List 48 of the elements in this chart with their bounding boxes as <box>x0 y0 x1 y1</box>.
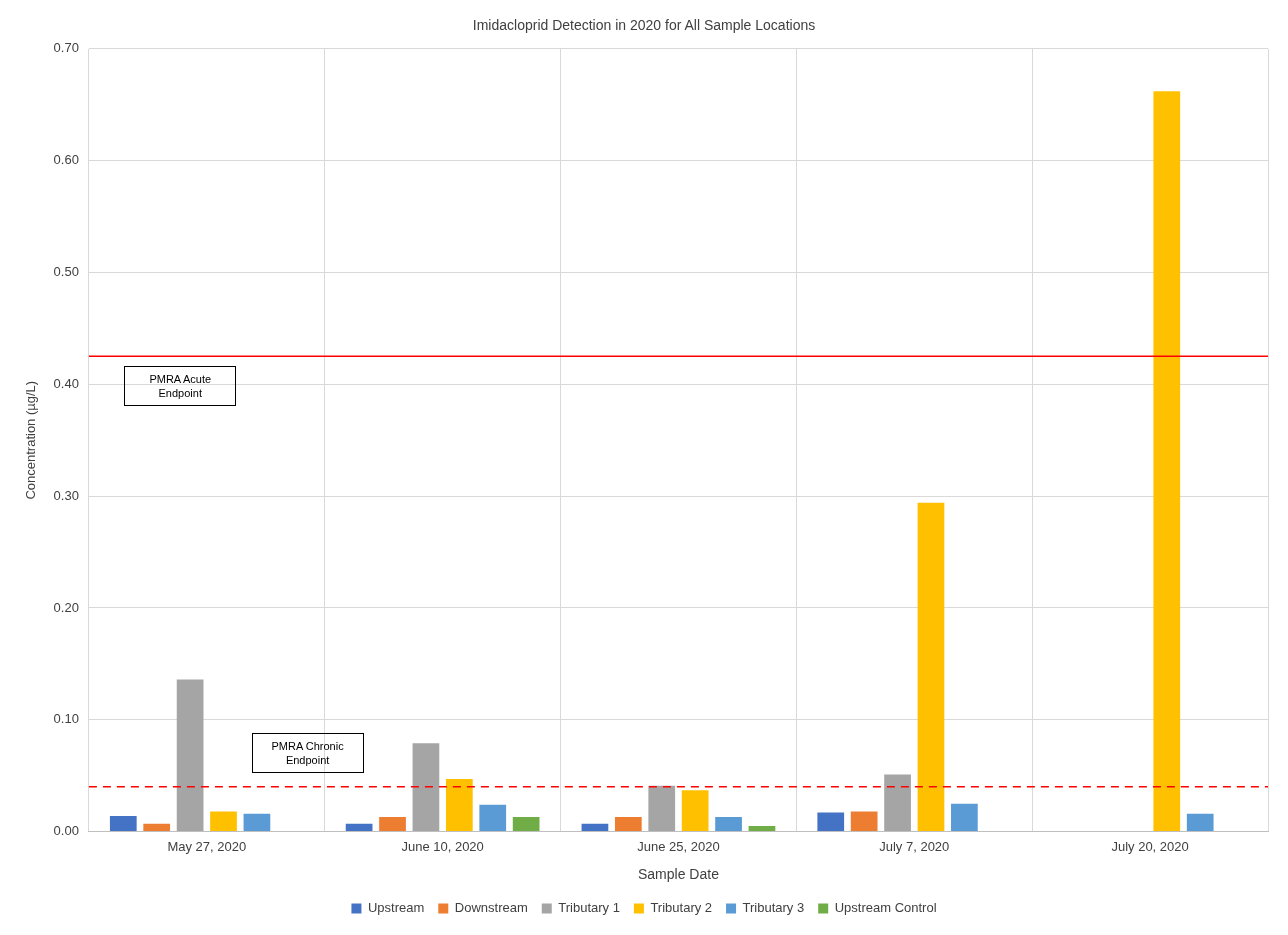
y-tick-label: 0.10 <box>53 711 79 727</box>
bar <box>379 817 406 832</box>
bar <box>681 790 709 832</box>
legend-label: Tributary 2 <box>650 900 713 916</box>
bar <box>143 823 171 832</box>
bar <box>176 679 204 832</box>
bar <box>850 811 878 832</box>
x-axis-title: Sample Date <box>637 866 720 883</box>
x-tick-label: June 25, 2020 <box>637 838 720 854</box>
bar <box>715 817 742 832</box>
legend-label: Upstream <box>367 900 425 916</box>
bar <box>1186 813 1214 832</box>
bar <box>951 803 978 832</box>
y-tick-label: 0.40 <box>53 375 79 391</box>
bar <box>748 826 776 832</box>
bar <box>479 804 507 832</box>
y-tick-label: 0.30 <box>53 487 79 503</box>
legend-label: Downstream <box>454 900 528 916</box>
bar <box>917 502 945 832</box>
bar <box>345 823 373 832</box>
bar <box>817 812 845 832</box>
y-tick-label: 0.50 <box>53 264 79 280</box>
y-tick-label: 0.20 <box>53 599 79 615</box>
bar <box>614 817 642 832</box>
bar <box>210 811 237 832</box>
legend-label: Tributary 3 <box>742 900 805 916</box>
bar <box>109 815 137 832</box>
bar <box>445 779 473 832</box>
legend-label: Tributary 1 <box>558 900 620 916</box>
bar <box>243 813 271 832</box>
bar <box>884 774 911 832</box>
x-tick-label: July 20, 2020 <box>1111 838 1189 854</box>
chart-title: Imidacloprid Detection in 2020 for All Sample Locations <box>472 17 816 34</box>
bar <box>1153 91 1181 832</box>
bar <box>648 785 676 832</box>
ref-line-label: PMRA Acute Endpoint <box>124 366 237 407</box>
x-tick-label: June 10, 2020 <box>401 838 484 854</box>
y-tick-label: 0.70 <box>53 40 79 56</box>
x-tick-label: May 27, 2020 <box>167 838 247 854</box>
bar <box>512 817 540 832</box>
legend-label: Upstream Control <box>834 900 937 916</box>
y-tick-label: 0.60 <box>53 152 79 168</box>
bar <box>412 743 440 832</box>
ref-line-label: PMRA Chronic Endpoint <box>251 732 364 773</box>
bar <box>581 823 609 832</box>
x-tick-label: July 7, 2020 <box>879 838 950 854</box>
y-axis-title: Concentration (µg/L) <box>23 380 39 500</box>
y-tick-label: 0.00 <box>53 823 79 839</box>
